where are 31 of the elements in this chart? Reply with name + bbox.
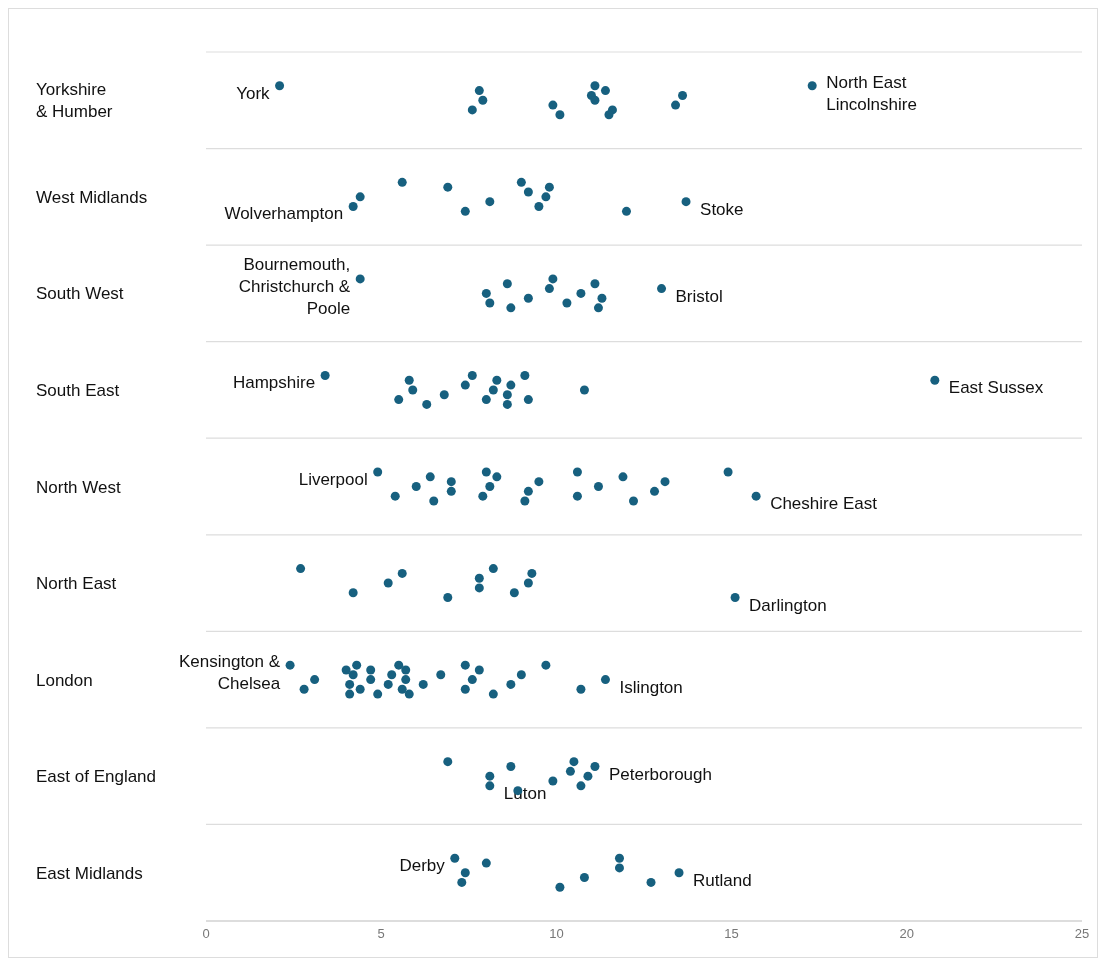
y-tick-label: London	[36, 670, 93, 690]
x-tick-label: 0	[202, 926, 210, 942]
x-tick-label: 20	[899, 926, 915, 942]
data-label: Kensington & Chelsea	[178, 652, 281, 694]
data-label: Darlington	[749, 595, 827, 615]
data-label: Rutland	[693, 870, 752, 890]
y-tick-label: North East	[36, 574, 117, 594]
data-label: Liverpool	[298, 470, 368, 490]
data-label: Stoke	[700, 199, 744, 219]
data-label: Peterborough	[608, 764, 712, 784]
data-label: Bournemouth, Christchurch & Poole	[238, 254, 351, 318]
data-label: York	[236, 83, 271, 103]
data-label: Hampshire	[232, 373, 316, 393]
x-tick-label: 25	[1074, 926, 1090, 942]
data-label: Derby	[399, 856, 446, 876]
data-label: Islington	[619, 677, 683, 697]
y-tick-label: East Midlands	[36, 863, 143, 883]
data-label: North East Lincolnshire	[826, 72, 917, 114]
data-label: Bristol	[675, 286, 723, 306]
y-tick-label: North West	[36, 477, 121, 497]
data-label: Cheshire East	[770, 494, 878, 514]
x-tick-label: 5	[377, 926, 385, 942]
y-tick-label: West Midlands	[36, 187, 148, 207]
y-tick-label: South West	[36, 284, 124, 304]
data-label: East Sussex	[948, 378, 1044, 398]
y-tick-label: South East	[36, 380, 120, 400]
y-tick-label: East of England	[36, 767, 157, 787]
y-tick-label: Yorkshire & Humber	[36, 80, 113, 122]
data-label: Wolverhampton	[224, 204, 344, 224]
x-tick-label: 10	[549, 926, 564, 942]
x-tick-label: 15	[724, 926, 739, 942]
